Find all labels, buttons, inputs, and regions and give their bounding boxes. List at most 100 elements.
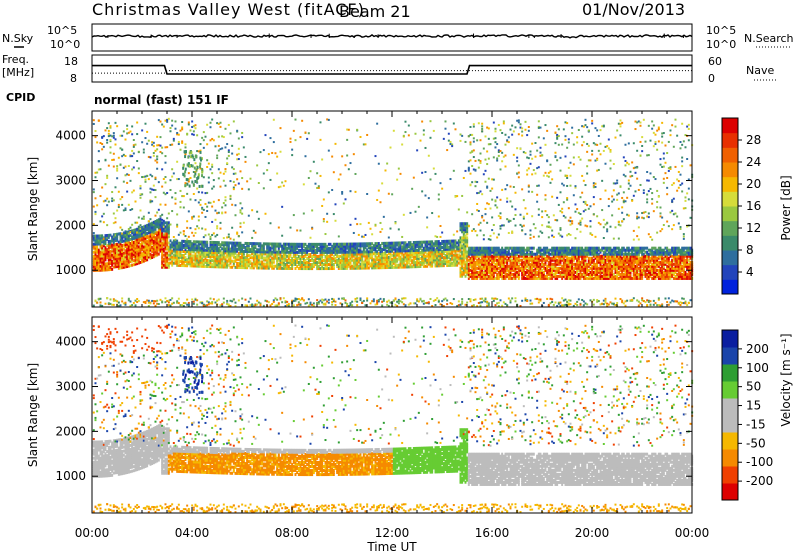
power-cell	[376, 198, 379, 201]
power-cell	[466, 301, 469, 304]
power-cell	[319, 174, 322, 177]
power-cell	[192, 234, 195, 237]
power-cell	[104, 250, 107, 254]
power-cell	[194, 199, 197, 202]
power-cell	[409, 259, 412, 263]
power-cell	[436, 235, 439, 238]
power-cell	[179, 206, 182, 209]
power-cell	[137, 235, 140, 239]
power-cell	[384, 241, 387, 245]
power-cell	[504, 258, 507, 262]
power-cell	[401, 259, 404, 263]
power-cell	[536, 252, 539, 256]
power-cell	[454, 259, 457, 263]
power-cell	[361, 244, 364, 248]
power-cell	[184, 256, 187, 260]
power-cell	[216, 255, 219, 259]
power-cell	[387, 259, 390, 263]
power-cell	[237, 261, 240, 265]
power-cell	[347, 254, 350, 258]
power-cell	[351, 250, 354, 254]
power-cell	[286, 248, 289, 252]
power-cell	[484, 256, 487, 260]
power-cell	[167, 212, 170, 215]
power-cell	[281, 301, 284, 304]
power-cell	[411, 265, 414, 269]
power-cell	[137, 251, 140, 255]
power-cell	[234, 249, 237, 253]
power-cell	[159, 215, 162, 218]
power-cell	[337, 260, 340, 264]
power-cell	[497, 260, 500, 264]
power-cell	[317, 254, 320, 258]
power-cell	[514, 246, 517, 250]
power-cell	[494, 141, 497, 144]
power-cell	[464, 240, 467, 244]
power-cell	[116, 169, 119, 172]
power-cell	[209, 302, 212, 305]
power-cell	[374, 303, 377, 306]
power-cell	[269, 137, 272, 140]
power-cell	[531, 276, 534, 280]
power-cell	[289, 254, 292, 258]
power-cell	[389, 247, 392, 251]
power-cell	[124, 165, 127, 168]
power-cell	[282, 244, 285, 248]
power-cell	[252, 266, 255, 270]
power-cell	[117, 266, 120, 270]
power-cell	[131, 255, 134, 259]
power-cell	[217, 257, 220, 261]
power-cell	[246, 252, 249, 256]
power-cell	[191, 260, 194, 264]
power-cell	[261, 252, 264, 256]
power-cell	[442, 256, 445, 260]
power-cell	[304, 258, 307, 262]
power-cell	[361, 264, 364, 268]
power-cell	[241, 131, 244, 134]
power-cell	[389, 249, 392, 253]
nave-right-tick-top: 60	[708, 55, 722, 68]
power-cell	[139, 187, 142, 190]
power-cell	[282, 297, 285, 300]
power-cell	[132, 152, 135, 155]
power-cell	[459, 254, 462, 258]
power-cell	[341, 192, 344, 195]
power-cell	[491, 270, 494, 274]
power-cell	[442, 239, 445, 243]
power-cell	[492, 137, 495, 140]
power-cell	[94, 299, 97, 302]
power-cell	[114, 234, 117, 237]
power-cell	[237, 253, 240, 257]
power-cell	[99, 252, 102, 256]
power-cell	[526, 156, 529, 159]
power-cell	[141, 256, 144, 260]
power-cell	[484, 252, 487, 256]
power-cell	[181, 128, 184, 131]
power-cell	[114, 255, 117, 259]
power-cell	[354, 260, 357, 264]
power-cell	[529, 266, 532, 270]
power-cell	[311, 248, 314, 252]
power-cell	[531, 142, 534, 145]
power-cell	[516, 119, 519, 122]
power-cell	[524, 258, 527, 262]
power-cell	[337, 266, 340, 270]
power-cell	[496, 276, 499, 280]
power-cell	[461, 252, 464, 256]
power-cell	[501, 304, 504, 307]
power-cell	[494, 258, 497, 262]
power-cell	[157, 226, 160, 230]
power-cell	[536, 167, 539, 170]
power-cell	[124, 257, 127, 261]
power-cell	[327, 263, 330, 266]
power-cell	[222, 261, 225, 265]
power-cell	[401, 297, 404, 300]
power-cell	[137, 231, 140, 235]
power-cell	[507, 136, 510, 139]
power-cell	[201, 252, 204, 256]
power-cell	[234, 257, 237, 261]
power-cell	[267, 242, 270, 246]
power-cell	[117, 232, 120, 236]
power-cell	[161, 213, 164, 216]
power-cell	[241, 257, 244, 261]
